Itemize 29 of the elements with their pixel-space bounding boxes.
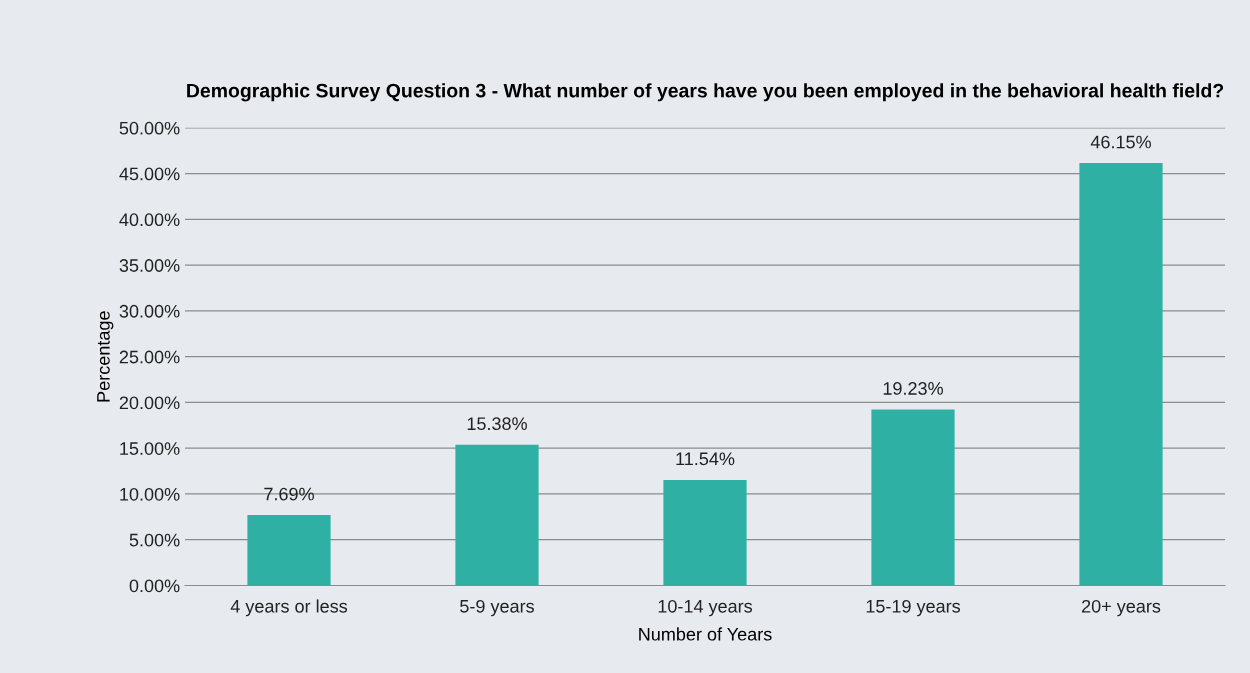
- y-tick-label: 50.00%: [119, 121, 180, 135]
- bar: [871, 409, 955, 586]
- chart-title: Demographic Survey Question 3 - What number of years have you been employed in the behavioral health field?: [187, 83, 1224, 102]
- x-tick-label: 20+ years: [1082, 599, 1161, 617]
- x-tick-label: 10-14 years: [658, 599, 753, 617]
- x-tick-label: 15-19 years: [866, 599, 961, 617]
- bar: [247, 515, 331, 586]
- y-tick-label: 40.00%: [119, 213, 180, 227]
- data-label: 19.23%: [883, 382, 943, 395]
- data-label: 11.54%: [676, 452, 735, 466]
- y-tick-label: 35.00%: [119, 259, 180, 272]
- y-tick-label: 20.00%: [119, 396, 180, 410]
- data-label: 7.69%: [264, 487, 314, 501]
- y-axis-title: Percentage: [97, 311, 114, 402]
- bar: [663, 479, 747, 586]
- y-tick-label: 15.00%: [120, 442, 180, 455]
- x-tick-label: 5-9 years: [460, 599, 534, 617]
- x-axis-title: Number of Years: [639, 627, 772, 641]
- data-label: 15.38%: [467, 417, 527, 431]
- y-tick-label: 0.00%: [129, 579, 180, 593]
- y-tick-label: 10.00%: [120, 487, 180, 501]
- y-tick-label: 30.00%: [119, 304, 180, 318]
- data-label: 46.15%: [1090, 135, 1151, 149]
- x-tick-label: 4 years or less: [230, 599, 348, 617]
- bar: [1079, 163, 1163, 586]
- y-tick-label: 5.00%: [129, 533, 180, 547]
- bar: [455, 444, 539, 586]
- y-tick-label: 25.00%: [119, 350, 180, 364]
- y-tick-label: 45.00%: [119, 167, 180, 181]
